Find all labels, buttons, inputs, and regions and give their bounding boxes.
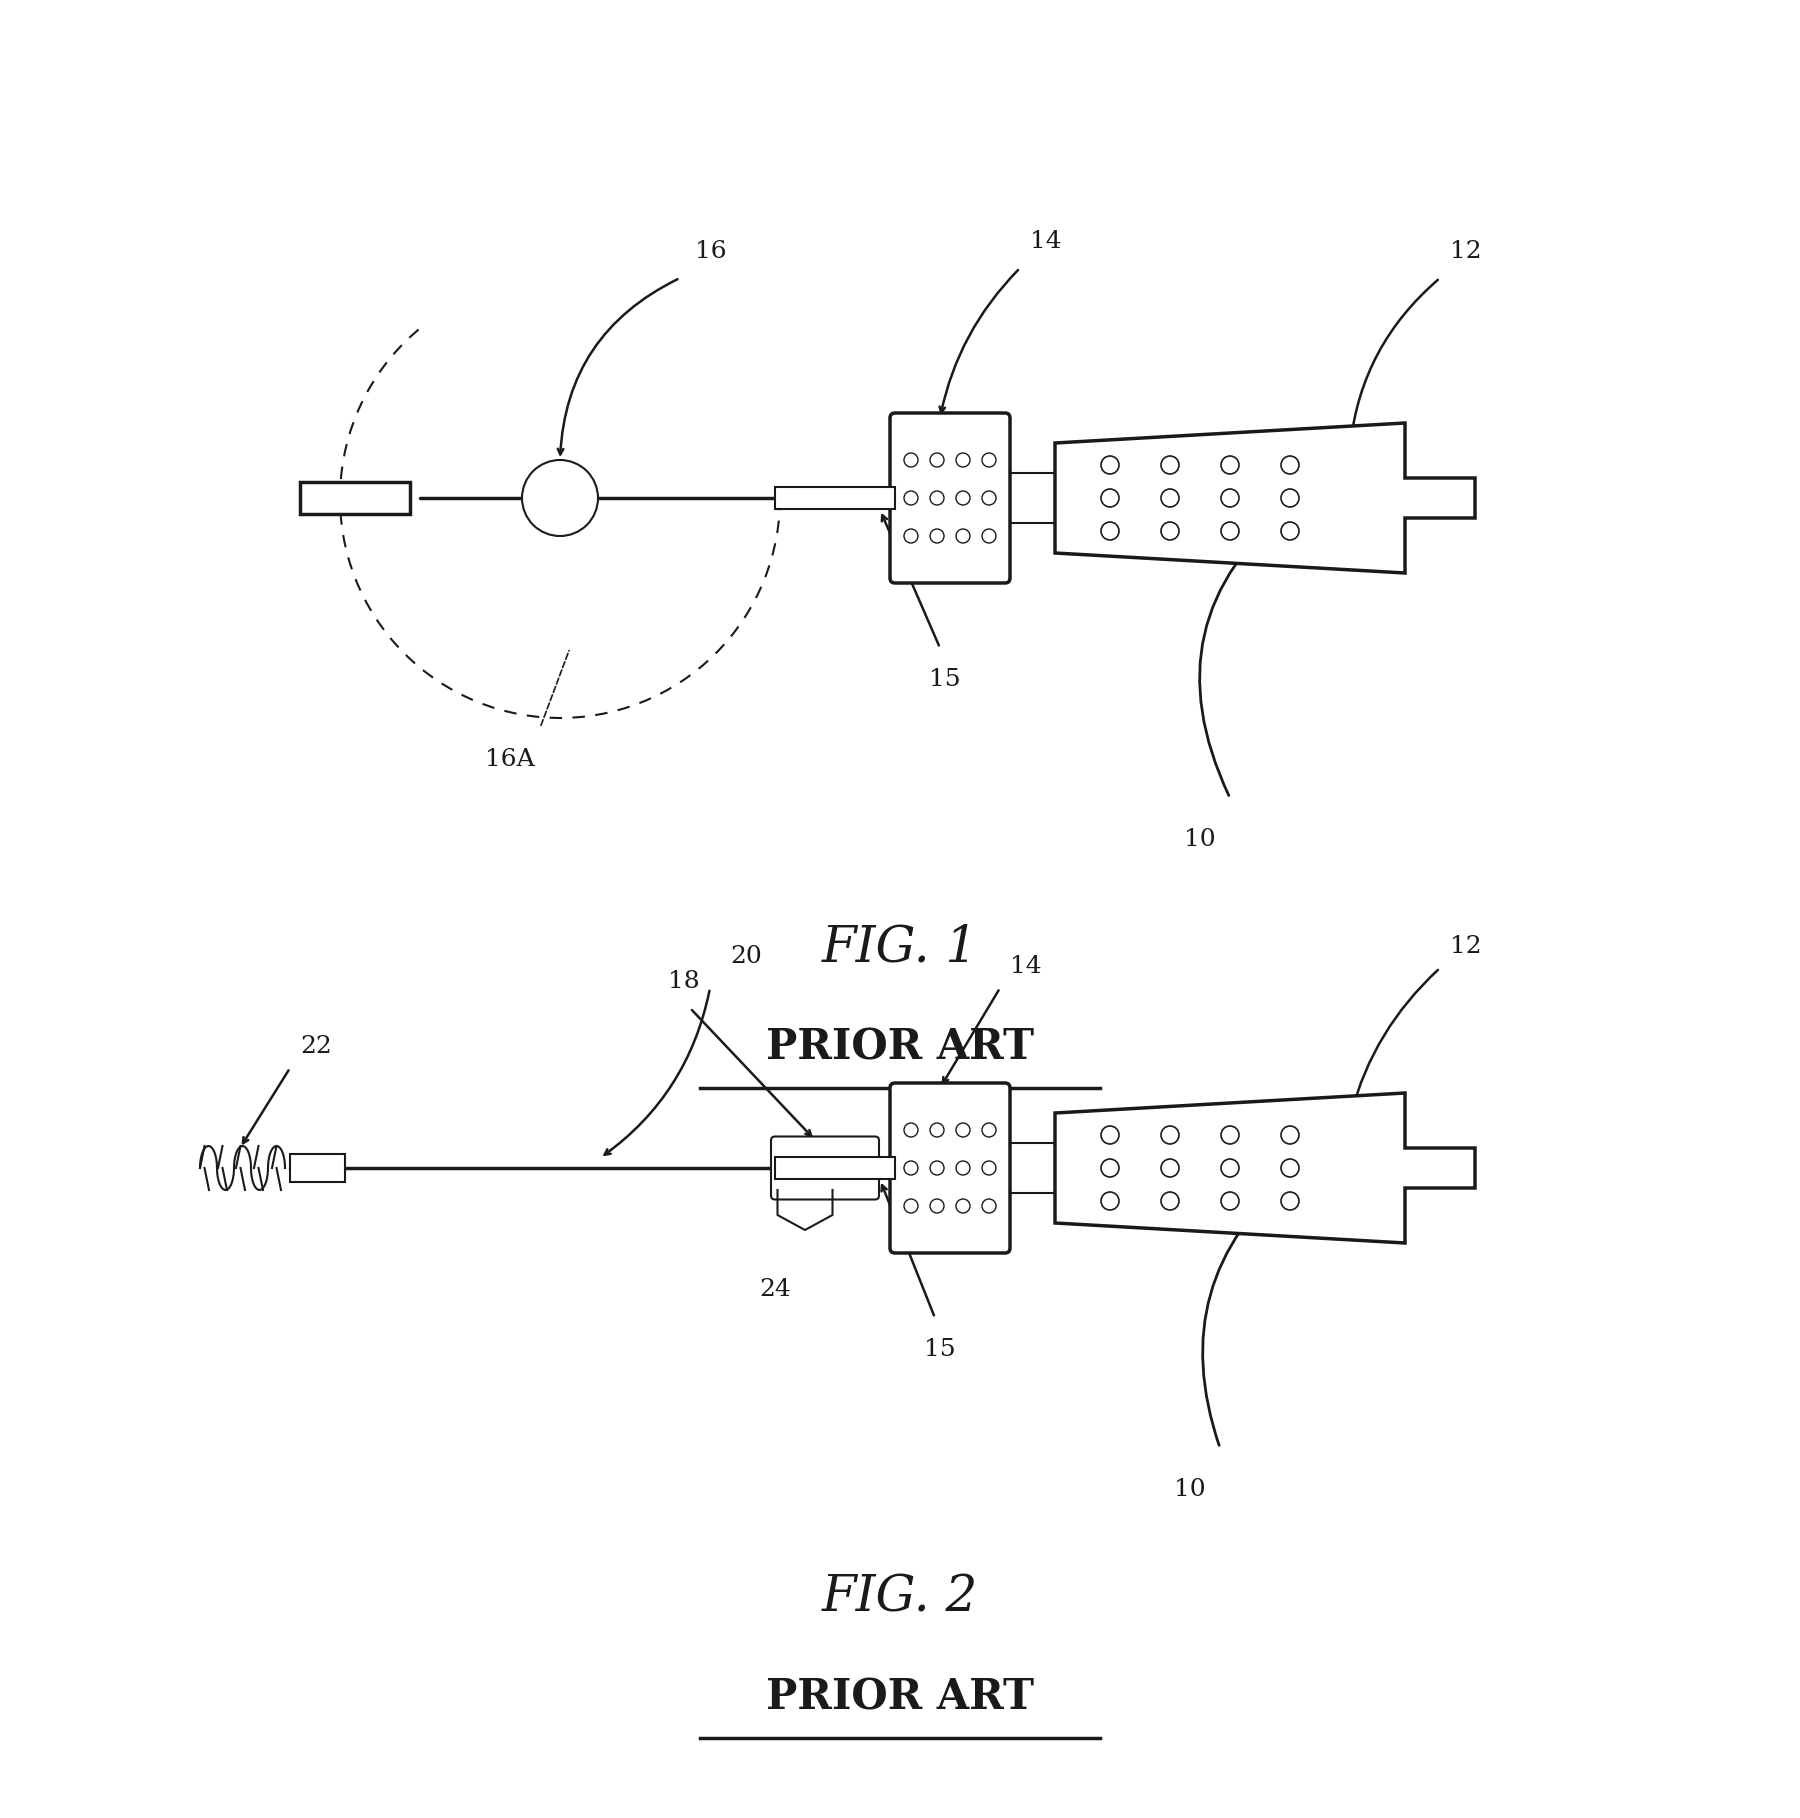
Circle shape — [1102, 1125, 1120, 1144]
Polygon shape — [1055, 1093, 1474, 1244]
Circle shape — [1282, 1125, 1300, 1144]
Circle shape — [1220, 456, 1238, 474]
Circle shape — [904, 453, 918, 467]
Circle shape — [1220, 1125, 1238, 1144]
Circle shape — [1282, 1160, 1300, 1176]
FancyBboxPatch shape — [770, 1136, 878, 1200]
Circle shape — [1161, 522, 1179, 540]
Circle shape — [1161, 1193, 1179, 1211]
FancyBboxPatch shape — [889, 1084, 1010, 1253]
Circle shape — [931, 529, 943, 544]
Text: 15: 15 — [923, 1338, 956, 1362]
Text: 16: 16 — [695, 240, 727, 264]
Text: 24: 24 — [760, 1278, 790, 1302]
Circle shape — [1220, 522, 1238, 540]
Circle shape — [931, 1162, 943, 1174]
Circle shape — [1220, 1193, 1238, 1211]
Circle shape — [1161, 489, 1179, 507]
Circle shape — [1102, 1193, 1120, 1211]
Circle shape — [1161, 1125, 1179, 1144]
Circle shape — [956, 453, 970, 467]
Circle shape — [956, 1162, 970, 1174]
Circle shape — [1102, 1160, 1120, 1176]
FancyBboxPatch shape — [889, 413, 1010, 584]
Circle shape — [931, 453, 943, 467]
Circle shape — [931, 491, 943, 505]
Circle shape — [1102, 456, 1120, 474]
Circle shape — [983, 1124, 995, 1136]
Text: 14: 14 — [1010, 954, 1042, 978]
Circle shape — [904, 529, 918, 544]
Circle shape — [1282, 1193, 1300, 1211]
Circle shape — [931, 1200, 943, 1213]
Bar — [776, 1156, 895, 1180]
Text: FIG. 2: FIG. 2 — [823, 1573, 977, 1623]
Circle shape — [904, 1200, 918, 1213]
Circle shape — [983, 1162, 995, 1174]
Circle shape — [1102, 522, 1120, 540]
Bar — [301, 482, 410, 514]
Text: 12: 12 — [1451, 934, 1481, 958]
Circle shape — [1102, 489, 1120, 507]
Text: PRIOR ART: PRIOR ART — [767, 1676, 1033, 1720]
Text: 10: 10 — [1174, 1478, 1206, 1502]
Text: 18: 18 — [668, 971, 700, 993]
Bar — [1004, 473, 1055, 524]
Circle shape — [983, 1200, 995, 1213]
Text: FIG. 1: FIG. 1 — [823, 924, 977, 973]
Circle shape — [956, 1200, 970, 1213]
Circle shape — [983, 491, 995, 505]
Circle shape — [904, 491, 918, 505]
Circle shape — [983, 529, 995, 544]
Circle shape — [522, 460, 598, 536]
Circle shape — [1161, 456, 1179, 474]
Circle shape — [1282, 522, 1300, 540]
Bar — [1004, 1144, 1055, 1193]
Circle shape — [1220, 489, 1238, 507]
Circle shape — [1282, 489, 1300, 507]
Circle shape — [904, 1162, 918, 1174]
Circle shape — [904, 1124, 918, 1136]
Circle shape — [956, 1124, 970, 1136]
Text: 20: 20 — [731, 945, 761, 967]
Polygon shape — [1055, 424, 1474, 573]
Text: 14: 14 — [1030, 231, 1062, 253]
Text: 10: 10 — [1184, 827, 1215, 851]
Circle shape — [1161, 1160, 1179, 1176]
Circle shape — [1220, 1160, 1238, 1176]
Text: 22: 22 — [301, 1034, 331, 1058]
Text: 15: 15 — [929, 667, 961, 691]
Circle shape — [956, 491, 970, 505]
Text: 12: 12 — [1451, 240, 1481, 264]
Circle shape — [956, 529, 970, 544]
Circle shape — [1282, 456, 1300, 474]
Bar — [776, 487, 895, 509]
Circle shape — [931, 1124, 943, 1136]
Text: 16A: 16A — [486, 747, 535, 771]
Text: PRIOR ART: PRIOR ART — [767, 1027, 1033, 1069]
Bar — [290, 1154, 346, 1182]
Circle shape — [983, 453, 995, 467]
